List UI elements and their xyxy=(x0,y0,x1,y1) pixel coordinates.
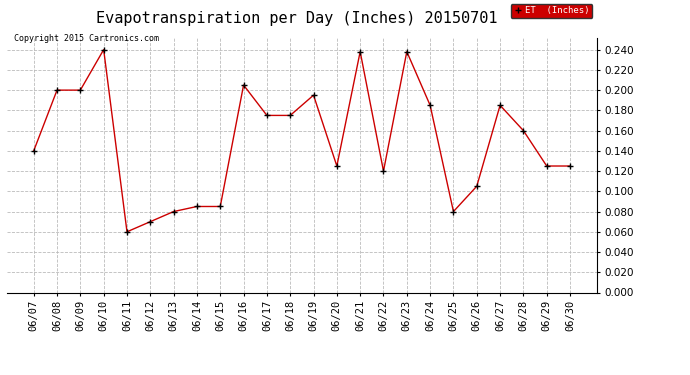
Text: Evapotranspiration per Day (Inches) 20150701: Evapotranspiration per Day (Inches) 2015… xyxy=(96,11,497,26)
Legend: ET  (Inches): ET (Inches) xyxy=(511,4,592,18)
Text: Copyright 2015 Cartronics.com: Copyright 2015 Cartronics.com xyxy=(14,34,159,43)
